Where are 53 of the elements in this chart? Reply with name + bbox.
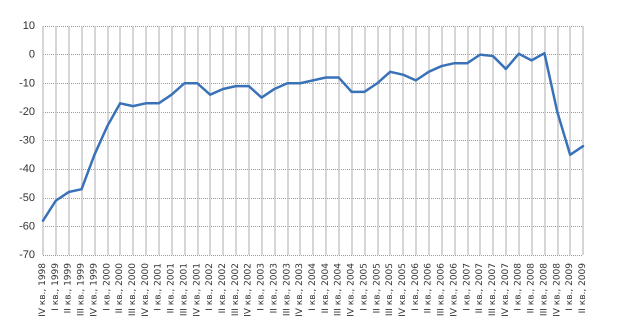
y-tick-label: -40 [19, 163, 35, 176]
x-tick-label: II кв., 2003 [269, 263, 280, 314]
x-tick-label: II кв., 2001 [166, 263, 177, 314]
x-tick-label: III кв., 2007 [488, 263, 498, 316]
y-tick-label: 0 [28, 48, 35, 61]
x-tick-label: I кв., 2007 [462, 263, 472, 311]
x-tick-label: II кв., 2006 [424, 262, 434, 314]
x-tick-label: III кв., 2008 [539, 262, 550, 316]
x-tick-label: I кв., 2003 [256, 263, 267, 311]
x-tick-label: I кв., 2009 [565, 262, 576, 311]
x-tick-label: III кв., 2001 [179, 263, 190, 316]
x-tick-label: I кв., 2005 [359, 263, 370, 311]
y-tick-label: -20 [19, 106, 35, 118]
x-tick-label: I кв., 2008 [514, 262, 524, 311]
y-tick-label: -60 [19, 220, 35, 232]
x-tick-label: IV кв., 2004 [346, 262, 357, 317]
x-tick-label: II кв., 2000 [115, 262, 126, 314]
x-tick-label: IV кв., 2002 [244, 263, 254, 317]
x-tick-label: III кв., 2005 [385, 263, 396, 316]
x-tick-label: I кв., 1999 [50, 262, 61, 311]
x-tick-label: I кв., 2004 [308, 262, 318, 311]
y-tick-label: -30 [19, 134, 35, 146]
x-tick-label: III кв., 2002 [230, 263, 241, 316]
x-tick-label: IV кв., 2008 [552, 262, 562, 317]
y-tick-label: -10 [19, 77, 35, 90]
y-tick-label: -70 [19, 249, 35, 261]
x-tick-label: IV кв., 2000 [140, 262, 151, 317]
x-tick-label: I кв., 2002 [205, 263, 216, 311]
x-tick-label: IV кв., 2001 [192, 263, 202, 317]
x-tick-label: IV кв., 2003 [295, 263, 306, 317]
y-tick-label: -50 [19, 192, 35, 204]
x-tick-label: II кв., 2002 [218, 263, 228, 314]
x-tick-label: IV кв., 2007 [500, 263, 511, 317]
x-tick-label: III кв., 2004 [334, 262, 344, 316]
x-tick-label: IV кв., 2005 [398, 263, 408, 317]
x-tick-label: II кв., 2004 [320, 262, 331, 314]
x-tick-label: I кв., 2006 [410, 262, 421, 311]
y-tick-label: 10 [22, 20, 35, 32]
x-tick-label: III кв., 1999 [76, 262, 87, 316]
x-tick-label: III кв., 2006 [436, 262, 447, 316]
x-tick-label: IV кв., 1998 [38, 262, 48, 317]
x-tick-label: I кв., 2000 [102, 262, 112, 311]
x-tick-label: II кв., 2007 [475, 263, 486, 314]
line-series [42, 52, 584, 222]
x-tick-label: II кв., 1999 [64, 262, 74, 314]
x-tick-label: IV кв., 1999 [89, 262, 100, 317]
x-tick-label: III кв., 2000 [128, 262, 138, 316]
x-tick-label: II кв., 2009 [578, 262, 588, 314]
x-tick-label: II кв., 2008 [526, 262, 537, 314]
x-tick-label: III кв., 2003 [282, 263, 292, 316]
x-tick-label: II кв., 2005 [372, 263, 382, 314]
x-tick-label: I кв., 2001 [154, 263, 164, 311]
x-tick-label: IV кв., 2006 [449, 262, 460, 317]
